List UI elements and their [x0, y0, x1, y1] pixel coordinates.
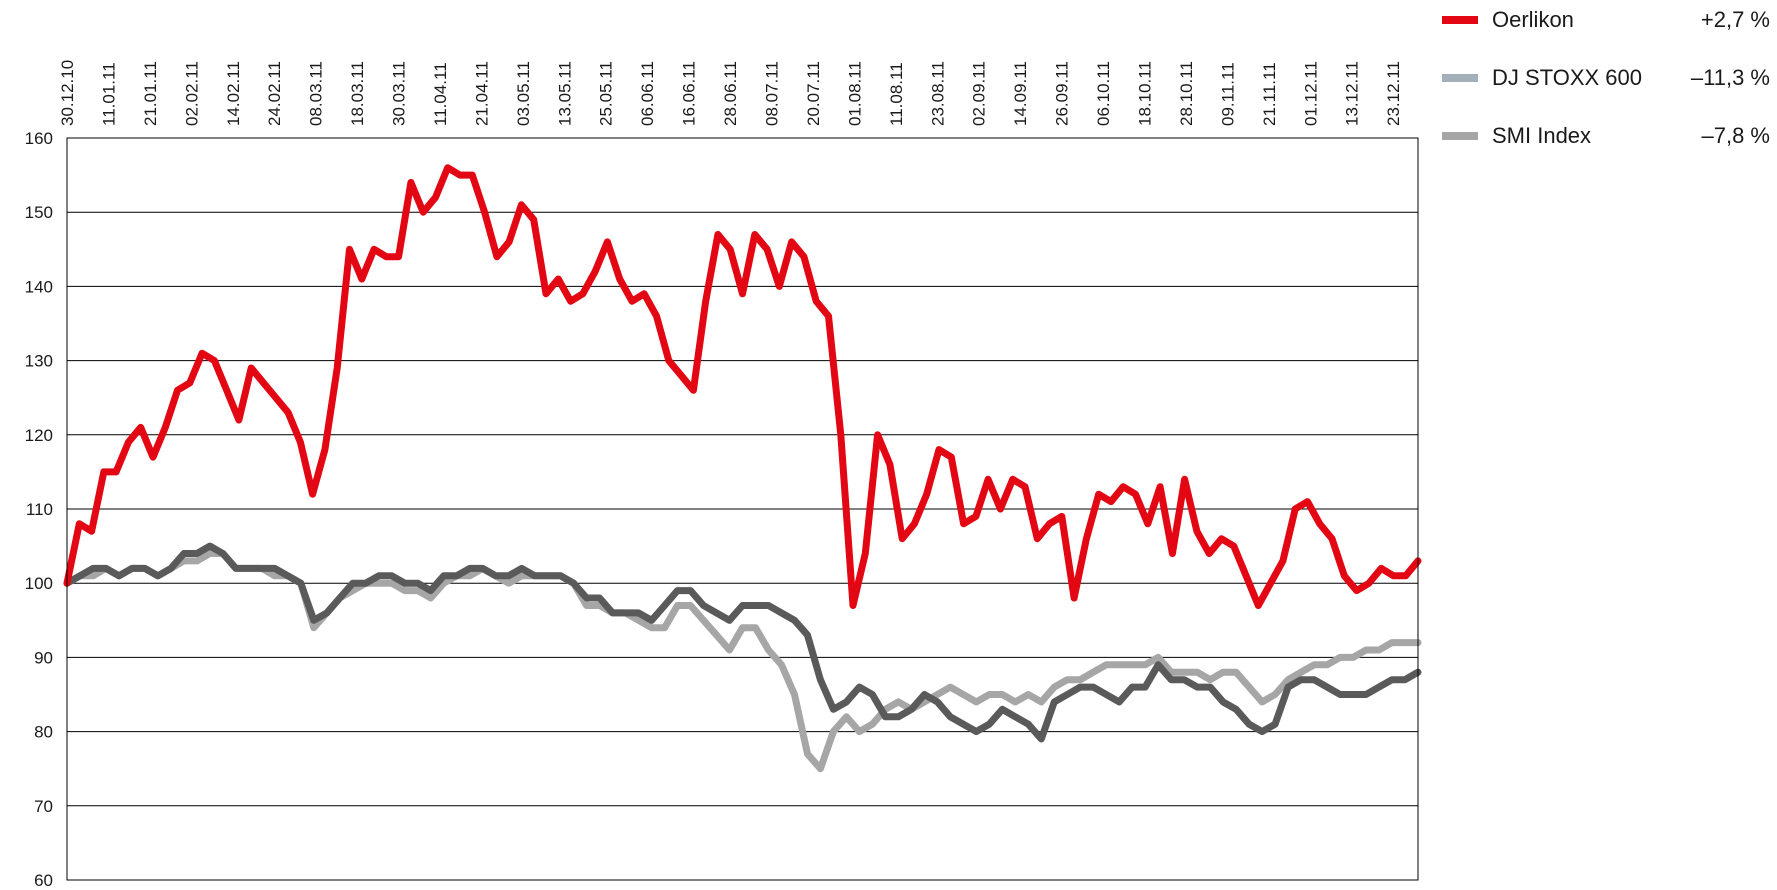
y-tick-label: 130 [25, 352, 53, 371]
x-tick-label: 08.07.11 [763, 61, 782, 126]
x-tick-label: 21.04.11 [472, 61, 491, 126]
legend-change-value: –11,3 % [1690, 65, 1770, 90]
x-tick-label: 28.06.11 [721, 61, 740, 126]
y-tick-label: 120 [25, 426, 53, 445]
plot-area-frame [66, 137, 1419, 881]
x-tick-label: 14.09.11 [1011, 61, 1030, 126]
x-tick-label: 30.03.11 [390, 61, 409, 126]
x-tick-label: 11.01.11 [99, 62, 118, 126]
x-tick-label: 16.06.11 [680, 61, 699, 126]
gridlines [67, 137, 1418, 881]
x-tick-label: 20.07.11 [804, 61, 823, 126]
x-tick-label: 09.11.11 [1218, 62, 1237, 126]
y-tick-label: 60 [34, 871, 53, 890]
y-tick-label: 140 [25, 277, 53, 296]
series-line-oerlikon [63, 164, 1422, 609]
series-line-smi-index [63, 550, 1422, 773]
x-tick-label: 30.12.10 [58, 60, 77, 126]
x-tick-label: 13.05.11 [555, 61, 574, 126]
x-tick-label: 03.05.11 [514, 61, 533, 126]
x-tick-label: 18.10.11 [1135, 61, 1154, 126]
y-axis-tick-labels: 60 70 80 90 100 110 120 130 140 150 160 [25, 129, 53, 890]
legend-label: SMI Index [1492, 123, 1592, 148]
x-tick-label: 01.08.11 [845, 61, 864, 126]
x-tick-label: 11.08.11 [887, 62, 906, 126]
legend-item-smi-index: SMI Index –7,8 % [1440, 123, 1770, 149]
y-tick-label: 80 [34, 723, 53, 742]
series-lines [63, 164, 1422, 773]
x-tick-label: 14.02.11 [224, 61, 243, 126]
series-line-dj-stoxx-600 [63, 542, 1422, 743]
y-tick-label: 150 [25, 203, 53, 222]
x-tick-label: 24.02.11 [265, 61, 284, 126]
x-tick-label: 21.11.11 [1260, 62, 1279, 126]
y-tick-label: 160 [25, 129, 53, 148]
x-tick-label: 26.09.11 [1053, 61, 1072, 126]
y-tick-label: 110 [26, 500, 53, 519]
legend-swatch-dj-stoxx-600 [1442, 74, 1478, 82]
legend-change-value: +2,7 % [1700, 7, 1770, 32]
x-tick-label: 23.12.11 [1384, 61, 1403, 126]
x-tick-label: 02.09.11 [970, 61, 989, 126]
legend-item-oerlikon: Oerlikon +2,7 % [1440, 7, 1770, 33]
x-tick-label: 25.05.11 [597, 61, 616, 126]
legend-item-dj-stoxx-600: DJ STOXX 600 –11,3 % [1440, 65, 1770, 91]
legend-label: Oerlikon [1492, 7, 1574, 32]
x-tick-label: 23.08.11 [928, 61, 947, 126]
x-tick-label: 11.04.11 [431, 62, 450, 126]
x-tick-label: 01.12.11 [1301, 61, 1320, 126]
x-axis-tick-labels: 30.12.10 11.01.11 21.01.11 02.02.11 14.02.11… [58, 60, 1403, 126]
x-tick-label: 06.10.11 [1094, 61, 1113, 126]
y-tick-label: 90 [34, 648, 53, 667]
x-tick-label: 28.10.11 [1177, 61, 1196, 126]
x-tick-label: 08.03.11 [307, 61, 326, 126]
x-tick-label: 18.03.11 [348, 61, 367, 126]
x-tick-label: 21.01.11 [141, 61, 160, 126]
y-tick-label: 100 [25, 574, 53, 593]
x-tick-label: 13.12.11 [1343, 61, 1362, 126]
legend-swatch-smi-index [1442, 132, 1478, 140]
legend-label: DJ STOXX 600 [1492, 65, 1642, 90]
legend-change-value: –7,8 % [1701, 123, 1771, 148]
x-tick-label: 02.02.11 [182, 61, 201, 126]
x-tick-label: 06.06.11 [638, 61, 657, 126]
legend-swatch-oerlikon [1442, 16, 1478, 24]
y-tick-label: 70 [34, 797, 53, 816]
